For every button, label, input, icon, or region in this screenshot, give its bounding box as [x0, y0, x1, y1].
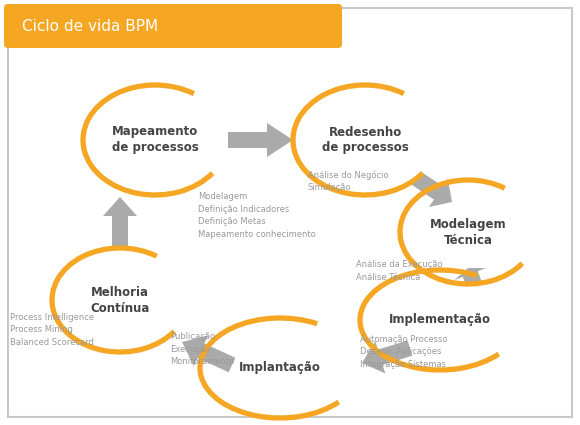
- Text: Mapeamento
de processos: Mapeamento de processos: [111, 125, 198, 155]
- Text: Ciclo de vida BPM: Ciclo de vida BPM: [22, 19, 158, 34]
- FancyBboxPatch shape: [4, 4, 342, 48]
- Text: Redesenho
de processos: Redesenho de processos: [322, 125, 408, 155]
- Polygon shape: [103, 197, 137, 247]
- Text: Implementação: Implementação: [389, 314, 491, 326]
- Polygon shape: [182, 335, 235, 372]
- Text: Análise da Execução
Análise Técnica: Análise da Execução Análise Técnica: [356, 260, 443, 281]
- Text: Melhoria
Contínua: Melhoria Contínua: [90, 286, 150, 314]
- Text: Análise do Negócio
Simulação: Análise do Negócio Simulação: [308, 170, 389, 192]
- Text: Process Intelligence
Process Mining
Balanced Scorecard: Process Intelligence Process Mining Bala…: [10, 313, 94, 347]
- Text: Publicação
Execução
Monitoramento: Publicação Execução Monitoramento: [170, 332, 234, 366]
- Polygon shape: [362, 340, 412, 374]
- Polygon shape: [228, 123, 293, 157]
- Text: Modelagem
Técnica: Modelagem Técnica: [430, 218, 506, 246]
- Polygon shape: [454, 268, 486, 287]
- Polygon shape: [412, 171, 452, 207]
- Text: Modelagem
Definição Indicadores
Definição Metas
Mapeamento conhecimento: Modelagem Definição Indicadores Definiçã…: [198, 192, 316, 238]
- Text: Implantação: Implantação: [239, 362, 321, 374]
- FancyBboxPatch shape: [8, 8, 572, 417]
- Text: Automação Processo
Desenv. Aplicações
Integração Sistemas: Automação Processo Desenv. Aplicações In…: [360, 335, 448, 369]
